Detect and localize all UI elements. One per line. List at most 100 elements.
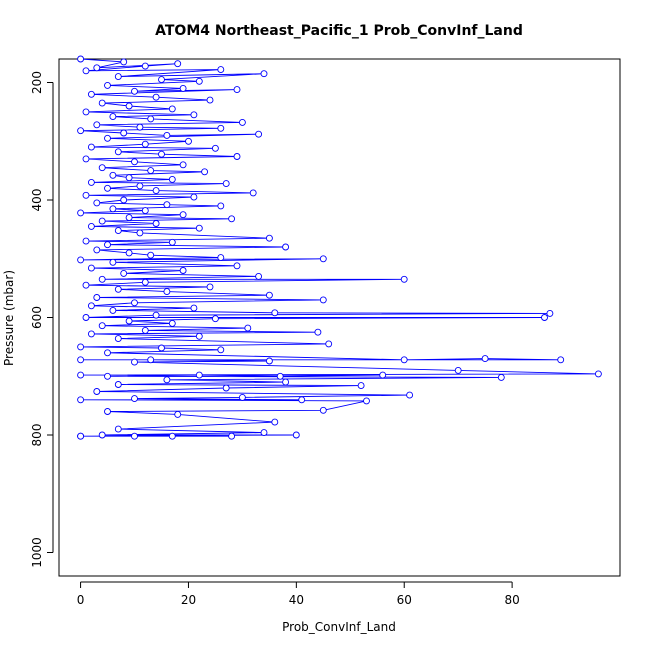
data-point [98, 431, 106, 439]
data-point [228, 215, 236, 223]
data-point [179, 84, 187, 92]
x-tick-label: 0 [77, 593, 85, 607]
data-point [114, 285, 122, 293]
data-point [93, 121, 101, 129]
data-point [77, 209, 85, 217]
data-point [120, 196, 128, 204]
data-point [98, 217, 106, 225]
x-axis: 0 20 40 60 80 [77, 581, 520, 607]
data-point [131, 299, 138, 307]
data-point [104, 241, 111, 249]
data-point [298, 396, 306, 404]
data-point [87, 178, 95, 186]
data-point [174, 410, 182, 418]
data-point [497, 373, 505, 381]
data-point [163, 131, 171, 139]
data-point [400, 356, 408, 364]
data-point [163, 376, 171, 384]
data-point [77, 432, 85, 440]
data-point [87, 143, 95, 151]
data-point [87, 330, 95, 338]
data-point [179, 267, 187, 274]
data-point [125, 102, 133, 110]
data-point [271, 418, 279, 426]
data-point [114, 335, 122, 343]
data-point [174, 60, 182, 68]
data-point [222, 180, 230, 188]
data-point [77, 55, 85, 63]
data-point [152, 311, 160, 319]
data-point [131, 432, 138, 440]
data-point [141, 278, 149, 286]
data-point [87, 302, 95, 310]
data-point [379, 371, 387, 379]
data-point [546, 309, 554, 317]
data-point [98, 99, 106, 107]
data-point [82, 237, 90, 245]
data-point [319, 406, 327, 414]
y-axis: 200 400 600 800 1000 [30, 71, 54, 568]
data-point [152, 220, 160, 227]
data-point [93, 388, 101, 395]
data-point [87, 90, 95, 98]
data-point [211, 144, 219, 152]
data-point [233, 153, 241, 160]
data-point [114, 227, 122, 235]
data-point [168, 105, 176, 113]
data-point [325, 340, 333, 348]
data-point [125, 214, 133, 222]
y-tick-label: 1000 [30, 537, 44, 568]
data-point [255, 272, 263, 280]
data-point [125, 317, 133, 325]
data-point [98, 275, 106, 283]
data-point [319, 296, 327, 304]
data-point [168, 432, 176, 440]
data-point [136, 229, 144, 237]
data-point [82, 108, 90, 116]
data-point [201, 168, 209, 176]
data-point [357, 382, 365, 390]
data-point [168, 175, 176, 183]
y-tick-label: 400 [30, 189, 44, 212]
data-point [147, 167, 155, 175]
data-point [260, 70, 268, 78]
data-point [233, 86, 241, 94]
x-tick-label: 60 [397, 593, 412, 607]
data-point [114, 148, 122, 156]
data-point [104, 134, 111, 142]
data-point [319, 255, 327, 263]
data-point [163, 288, 171, 296]
data-point [141, 207, 149, 215]
data-point [136, 182, 144, 190]
data-point [594, 370, 602, 378]
data-point [195, 371, 203, 379]
x-axis-title: Prob_ConvInf_Land [282, 620, 396, 634]
data-point [87, 222, 95, 230]
data-point [82, 281, 90, 289]
data-point [292, 431, 300, 439]
y-tick-label: 200 [30, 71, 44, 94]
data-point [190, 111, 198, 119]
series-layer [77, 55, 602, 440]
x-tick-label: 20 [181, 593, 196, 607]
data-point [109, 205, 117, 213]
data-point [179, 161, 187, 169]
data-point [109, 258, 117, 266]
data-point [217, 346, 225, 354]
data-point [104, 408, 111, 415]
data-point [104, 184, 111, 192]
data-point [260, 429, 268, 437]
data-point [179, 211, 187, 219]
data-point [238, 118, 246, 126]
data-point [541, 314, 548, 321]
data-point [114, 73, 122, 81]
data-point [120, 129, 128, 137]
data-point [168, 319, 176, 327]
data-point [158, 150, 165, 158]
data-point [82, 191, 90, 199]
data-point [282, 378, 290, 386]
data-point [114, 381, 122, 388]
data-point [217, 254, 225, 262]
